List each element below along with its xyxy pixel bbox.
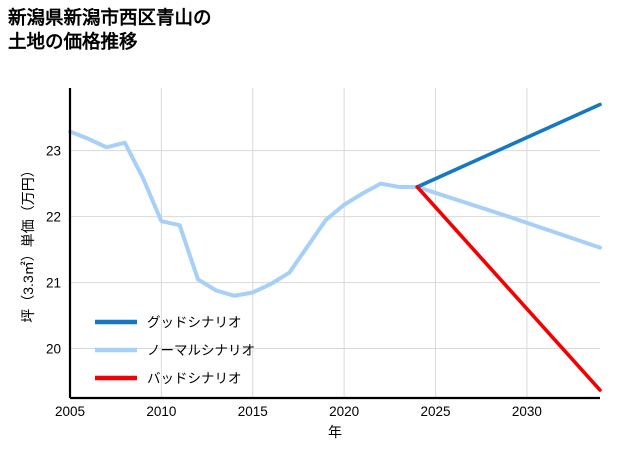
y-tick-label: 23: [46, 144, 61, 159]
x-axis-title: 年: [328, 424, 342, 440]
y-axis-title: 坪（3.3㎡）単価（万円）: [20, 163, 36, 322]
legend-label-normal[interactable]: ノーマルシナリオ: [147, 343, 255, 358]
series-line-ノーマルシナリオ: [68, 129, 602, 298]
axis-spines: [68, 88, 600, 400]
y-tick-label: 21: [46, 276, 61, 291]
x-tick-label: 2015: [238, 404, 268, 419]
x-tick-label: 2010: [146, 404, 176, 419]
legend-label-good[interactable]: グッドシナリオ: [147, 315, 242, 330]
chart-title: 新潟県新潟市西区青山の 土地の価格推移: [8, 7, 212, 53]
y-tick-label: 20: [46, 342, 61, 357]
y-tick-label: 22: [46, 210, 61, 225]
x-tick-labels: 2005 2010 2015 2020 2025 2030: [55, 404, 542, 419]
x-tick-label: 2005: [55, 404, 85, 419]
y-tick-labels: 20 21 22 23: [46, 144, 61, 357]
series-line-グッドシナリオ: [415, 102, 602, 189]
legend-label-bad[interactable]: バッドシナリオ: [147, 371, 242, 386]
x-tick-label: 2020: [329, 404, 359, 419]
x-tick-label: 2025: [420, 404, 450, 419]
x-tick-label: 2030: [512, 404, 542, 419]
series-group: [68, 102, 602, 392]
series-line-バッドシナリオ: [415, 185, 602, 392]
